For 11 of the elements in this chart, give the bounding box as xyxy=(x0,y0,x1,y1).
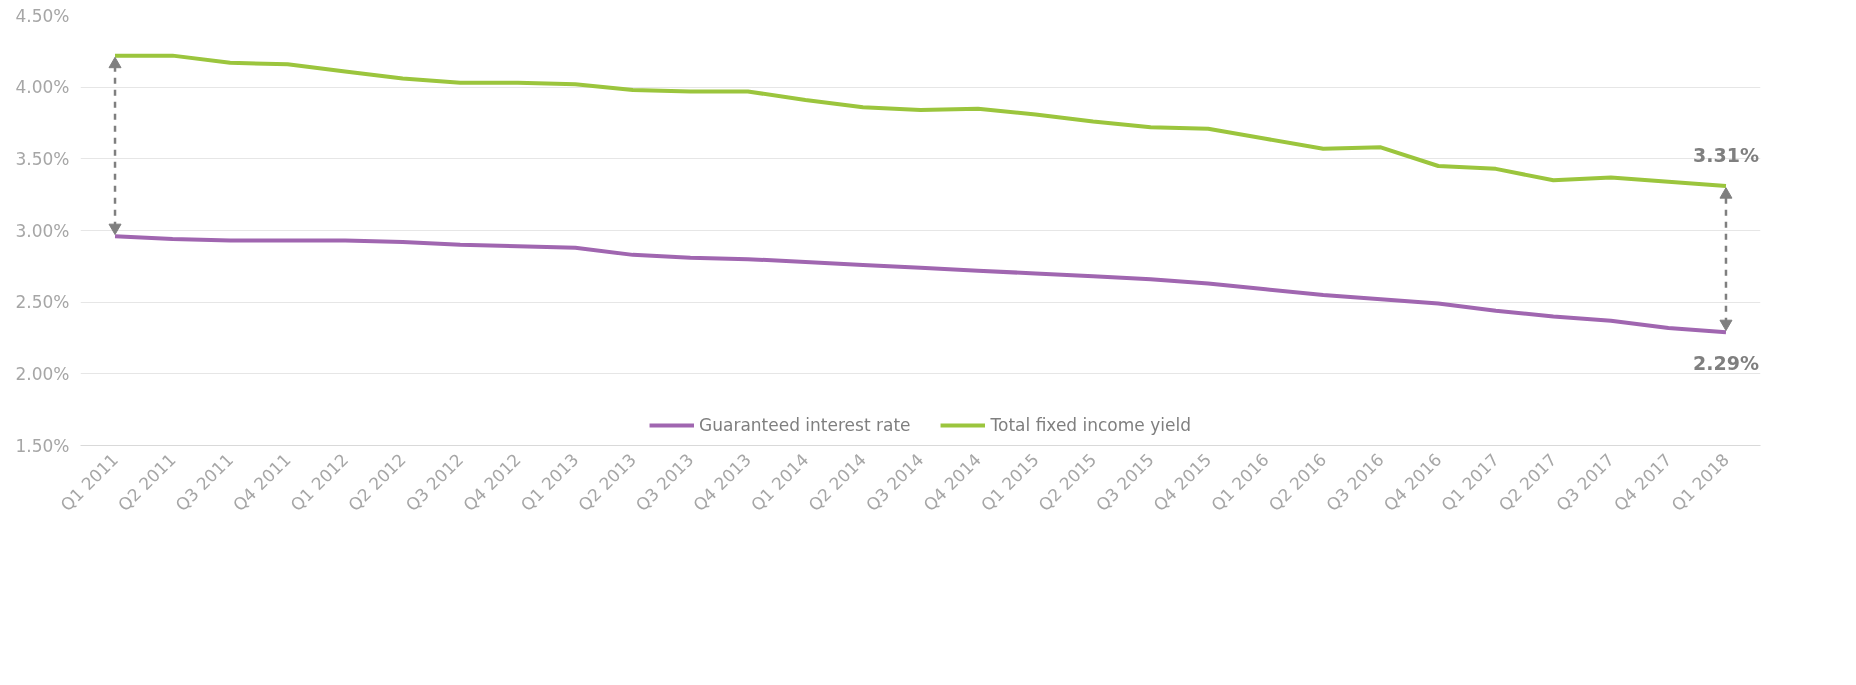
y-tick-label: 4.00% xyxy=(15,77,70,98)
y-tick-label: 2.50% xyxy=(15,292,70,313)
legend-label: Guaranteed interest rate xyxy=(699,415,911,435)
data-label: 2.29% xyxy=(1693,352,1759,375)
y-tick-label: 3.00% xyxy=(15,220,70,241)
legend-label: Total fixed income yield xyxy=(990,415,1191,435)
data-label: 3.31% xyxy=(1693,144,1759,167)
y-tick-label: 2.00% xyxy=(15,363,70,384)
y-tick-label: 4.50% xyxy=(15,5,70,26)
y-tick-label: 1.50% xyxy=(15,435,70,456)
y-tick-label: 3.50% xyxy=(15,148,70,169)
